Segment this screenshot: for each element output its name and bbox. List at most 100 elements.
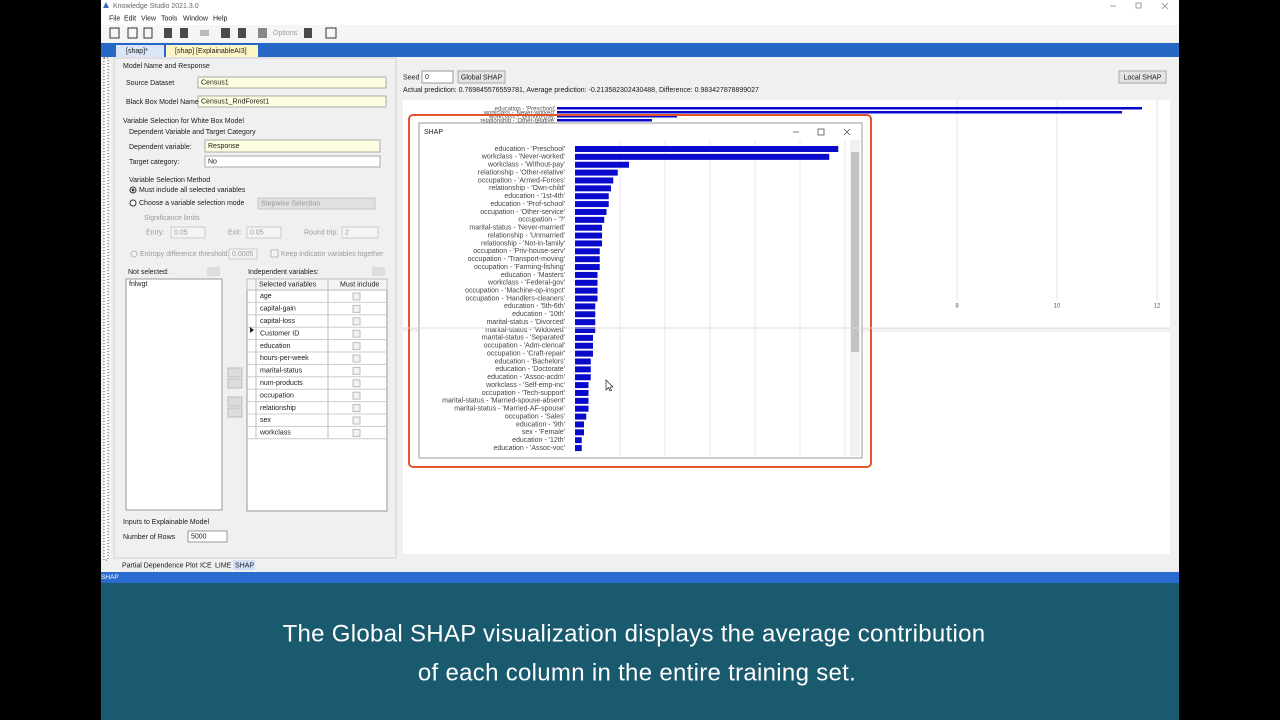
background-bar <box>557 119 652 122</box>
variable-name: num-products <box>260 380 303 387</box>
menu-item[interactable]: Edit <box>124 15 136 22</box>
must-include-checkbox[interactable] <box>352 317 361 326</box>
scroll-thumb[interactable] <box>851 152 859 352</box>
tool-icon[interactable] <box>164 28 172 38</box>
caption-line: The Global SHAP visualization displays t… <box>283 620 986 647</box>
window-controls[interactable] <box>1110 2 1169 10</box>
y-tick-label: education - 'Bachelors' <box>495 358 565 365</box>
move-button[interactable] <box>227 407 243 418</box>
tool-icon[interactable] <box>200 30 209 36</box>
move-button[interactable] <box>227 367 243 378</box>
menu-item[interactable]: Tools <box>161 15 178 22</box>
selected-table[interactable] <box>246 278 388 512</box>
bottom-tab[interactable]: Partial Dependence Plot <box>122 562 198 569</box>
tool-icon[interactable] <box>109 27 120 39</box>
section-title: Dependent Variable and Target Category <box>129 129 256 136</box>
bottom-tab[interactable]: SHAP <box>235 562 254 569</box>
toolbar-icons[interactable] <box>109 27 337 39</box>
bar <box>575 264 600 271</box>
tool-icon[interactable] <box>238 28 246 38</box>
menu-item[interactable]: File <box>109 15 120 22</box>
bottom-tab[interactable]: LIME <box>215 562 232 569</box>
column-header: Must include <box>340 281 379 288</box>
search-button[interactable] <box>372 267 385 276</box>
x-tick-label: 8 <box>955 304 959 310</box>
move-buttons[interactable] <box>227 367 243 418</box>
y-tick-label: education - '12th' <box>512 437 565 444</box>
y-tick-label: marital-status - 'Married-spouse-absent' <box>442 398 565 405</box>
must-include-checkbox[interactable] <box>352 329 361 338</box>
bar <box>575 389 589 396</box>
must-include-checkbox[interactable] <box>352 379 361 388</box>
input-disabled[interactable] <box>341 226 379 239</box>
toolbar-label: Options <box>273 30 298 37</box>
input-disabled[interactable] <box>228 248 258 260</box>
bottom-tab-active[interactable] <box>233 560 255 570</box>
background-bar-label: workclass - 'Never-worked' <box>483 111 555 117</box>
input-disabled[interactable] <box>170 226 206 239</box>
must-include-checkbox[interactable] <box>352 404 361 413</box>
must-include-checkbox[interactable] <box>352 391 361 400</box>
tool-icon[interactable] <box>258 28 267 38</box>
local-shap-button[interactable] <box>1118 70 1167 84</box>
must-include-checkbox[interactable] <box>352 416 361 425</box>
dropdown-disabled[interactable] <box>257 197 376 210</box>
y-tick-label: occupation - 'Armed-Forces' <box>478 177 565 184</box>
menu-item[interactable]: View <box>141 15 157 22</box>
must-include-checkbox[interactable] <box>352 366 361 375</box>
checkbox-disabled[interactable] <box>270 249 279 258</box>
tool-icon[interactable] <box>180 28 188 38</box>
radio-off[interactable] <box>129 199 137 207</box>
bottom-tab[interactable]: ICE <box>200 562 212 569</box>
tool-icon[interactable] <box>304 28 312 38</box>
background-bar <box>557 107 1142 110</box>
input-box[interactable] <box>197 76 387 89</box>
tool-icon[interactable] <box>325 27 337 39</box>
checkbox-disabled[interactable] <box>130 250 138 258</box>
popup-controls[interactable] <box>793 128 851 136</box>
close[interactable] <box>843 128 851 136</box>
bar <box>575 232 602 239</box>
input-box[interactable] <box>204 139 381 153</box>
menu-item[interactable]: Help <box>213 15 228 22</box>
input-box[interactable] <box>187 530 228 543</box>
input-disabled[interactable] <box>246 226 282 239</box>
must-include-checkbox[interactable] <box>352 304 361 313</box>
seed-input[interactable] <box>421 70 454 84</box>
y-tick-label: occupation - 'Craft-repair' <box>487 350 565 357</box>
must-include-checkbox[interactable] <box>352 342 361 351</box>
move-button[interactable] <box>227 378 243 389</box>
close[interactable] <box>1161 2 1169 10</box>
field-label: Source Dataset <box>126 80 174 87</box>
popup-title: SHAP <box>424 129 443 136</box>
maximize[interactable] <box>817 128 825 136</box>
must-include-checkbox[interactable] <box>352 354 361 363</box>
y-tick-label: relationship - 'Own-child' <box>489 185 565 192</box>
input-box[interactable] <box>197 95 387 108</box>
must-include-checkbox[interactable] <box>352 428 361 437</box>
menu-item[interactable]: Window <box>183 15 209 22</box>
must-include-checkbox[interactable] <box>352 292 361 301</box>
global-shap-button[interactable] <box>457 70 506 84</box>
search-button[interactable] <box>207 267 220 276</box>
status-text: SHAP <box>101 574 119 581</box>
doc-tab-active[interactable] <box>166 45 258 57</box>
doc-tab[interactable] <box>116 45 164 57</box>
bar <box>575 334 593 341</box>
x-tick-label: 12 <box>1154 304 1161 310</box>
y-tick-label: marital-status - 'Separated' <box>482 335 565 342</box>
move-button[interactable] <box>227 396 243 407</box>
field-value: 5000 <box>191 533 207 540</box>
variable-name: hours-per-week <box>260 355 309 362</box>
bar <box>575 248 600 255</box>
not-selected-list[interactable] <box>125 278 223 511</box>
tool-icon[interactable] <box>143 27 153 39</box>
tool-icon[interactable] <box>127 27 138 39</box>
bar <box>575 445 582 452</box>
restore[interactable] <box>1135 2 1142 9</box>
y-tick-label: education - 'Preschool' <box>495 146 565 153</box>
bar <box>575 374 591 381</box>
tool-icon[interactable] <box>221 28 230 38</box>
dropdown[interactable] <box>204 155 381 168</box>
y-tick-label: education - '1st-4th' <box>504 193 565 200</box>
